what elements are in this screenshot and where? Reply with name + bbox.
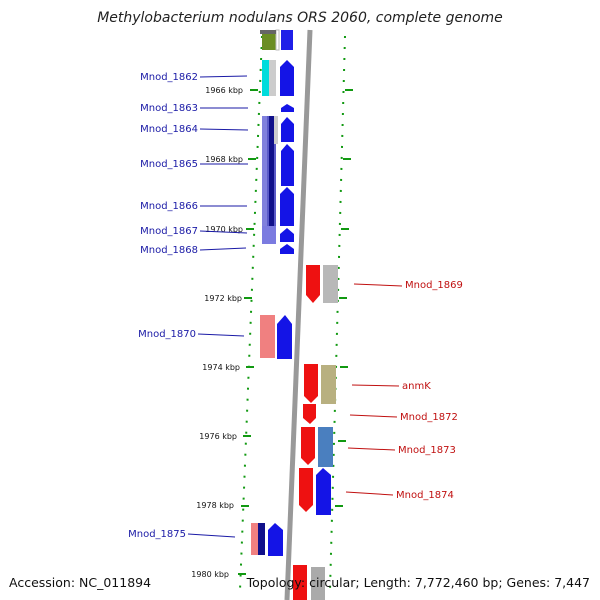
gene-label: Mnod_1866 [140,201,198,212]
gene-label: Mnod_1867 [140,226,198,237]
label-connector [197,333,245,337]
label-connector [349,414,398,418]
gene-arrow [304,364,318,403]
tick-label: 1980 kbp [191,570,229,579]
label-connector [199,75,248,78]
feature-block [318,427,333,467]
gene-label: Mnod_1873 [398,445,456,456]
map-title: Methylobacterium nodulans ORS 2060, comp… [97,10,503,26]
label-connector [199,230,248,234]
gene-arrow [277,315,292,359]
gene-label: anmK [402,381,431,392]
right-features [293,265,338,600]
left-guide-line [239,35,263,591]
gene-arrow [299,468,313,512]
label-connector [187,533,236,538]
gene-label: Mnod_1862 [140,72,198,83]
feature-block [260,315,275,358]
gene-label: Mnod_1864 [140,124,198,135]
label-connector [199,128,249,131]
tick-label: 1978 kbp [196,501,234,510]
label-connector [353,283,403,287]
feature-block [275,29,280,51]
left-label-lines [187,75,249,538]
gene-arrow [316,468,331,515]
label-connector [199,247,247,251]
feature-block [262,226,276,244]
tick-label: 1970 kbp [205,225,243,234]
tick-label: 1972 kbp [204,294,242,303]
right-label-lines [345,283,403,496]
feature-block [258,523,265,555]
gene-arrow [281,117,294,142]
gene-label: Mnod_1874 [396,490,454,501]
right-gene-labels: Mnod_1869 anmK Mnod_1872 Mnod_1873 Mnod_… [396,280,463,501]
label-connector [351,384,400,387]
tick-label: 1968 kbp [205,155,243,164]
feature-block [321,365,336,404]
gene-arrow [281,144,294,186]
gene-label: Mnod_1868 [140,245,198,256]
tick-labels: 1966 kbp 1968 kbp 1970 kbp 1972 kbp 1974… [191,86,243,579]
label-connector [345,491,394,496]
feature-block [262,30,276,50]
feature-block [260,30,276,34]
gene-arrow [280,244,294,254]
feature-block [269,116,274,226]
gene-arrow [268,523,283,556]
gene-arrow [280,60,294,96]
gene-arrow [301,427,315,465]
label-connector [347,447,396,451]
left-features [251,60,294,556]
feature-block [251,523,258,555]
guide-lines [239,35,346,591]
tick-marks [238,89,353,575]
gene-label: Mnod_1875 [128,529,186,540]
feature-block [323,265,338,303]
feature-block [269,60,276,96]
gene-label: Mnod_1865 [140,159,198,170]
gene-arrow [280,187,294,226]
gene-arrow [280,228,294,242]
gene-arrow [303,404,316,424]
gene-label: Mnod_1872 [400,412,458,423]
topology-text: Topology: circular; Length: 7,772,460 bp… [246,575,590,590]
feature-block [293,565,307,600]
accession-text: Accession: NC_011894 [9,575,152,590]
top-features [260,29,293,51]
feature-block [311,567,325,600]
feature-block [281,30,293,50]
left-gene-labels: Mnod_1862 Mnod_1863 Mnod_1864 Mnod_1865 … [128,72,198,540]
gene-label: Mnod_1870 [138,329,196,340]
gene-label: Mnod_1869 [405,280,463,291]
tick-label: 1966 kbp [205,86,243,95]
gene-arrow [306,265,320,303]
gene-label: Mnod_1863 [140,103,198,114]
feature-block [262,116,267,244]
feature-block [274,116,278,144]
genome-backbone [284,29,313,600]
gene-arrow [281,104,294,112]
tick-label: 1976 kbp [199,432,237,441]
feature-block [262,60,269,96]
tick-label: 1974 kbp [202,363,240,372]
